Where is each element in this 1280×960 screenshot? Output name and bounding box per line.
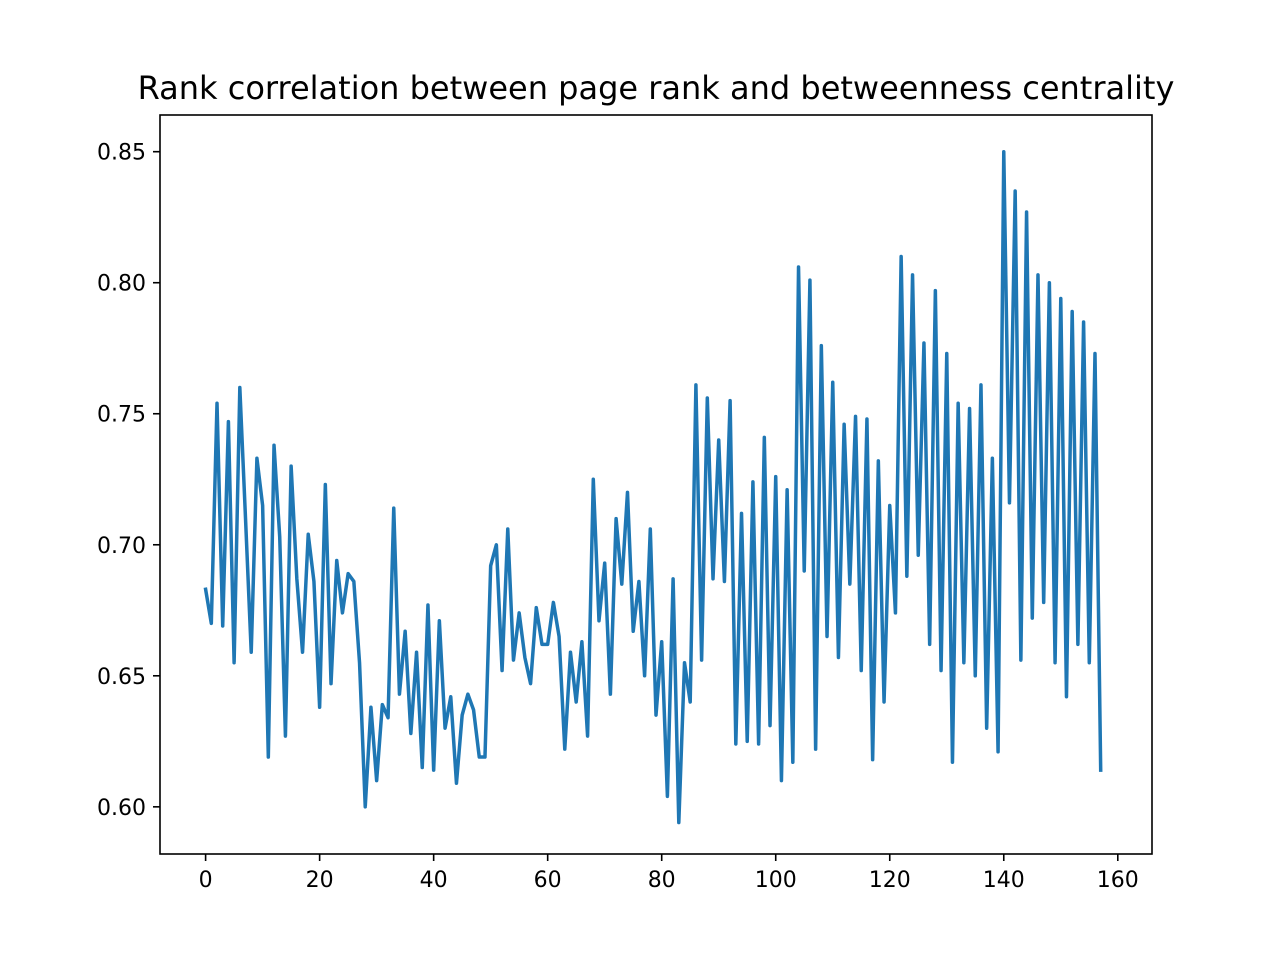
- x-tick-label: 40: [420, 868, 448, 893]
- y-tick-label: 0.75: [97, 403, 146, 428]
- y-tick-label: 0.85: [97, 141, 146, 166]
- x-tick-label: 20: [306, 868, 334, 893]
- plot-area: [203, 149, 1103, 825]
- y-tick-label: 0.70: [97, 534, 146, 559]
- y-tick-label: 0.60: [97, 796, 146, 821]
- x-tick-label: 100: [755, 868, 797, 893]
- chart-title: Rank correlation between page rank and b…: [138, 69, 1175, 107]
- x-tick-label: 140: [983, 868, 1025, 893]
- x-tick-label: 60: [534, 868, 562, 893]
- axes-frame: [159, 114, 1153, 855]
- y-tick-label: 0.80: [97, 272, 146, 297]
- series-line: [203, 149, 1103, 825]
- x-tick-label: 0: [199, 868, 213, 893]
- y-axis: 0.60 0.65 0.70 0.75 0.80 0.85: [97, 141, 160, 821]
- x-axis: 0 20 40 60 80 100 120 140 160: [199, 854, 1139, 893]
- y-tick-label: 0.65: [97, 665, 146, 690]
- x-tick-label: 120: [869, 868, 911, 893]
- x-tick-label: 160: [1097, 868, 1139, 893]
- x-tick-label: 80: [648, 868, 676, 893]
